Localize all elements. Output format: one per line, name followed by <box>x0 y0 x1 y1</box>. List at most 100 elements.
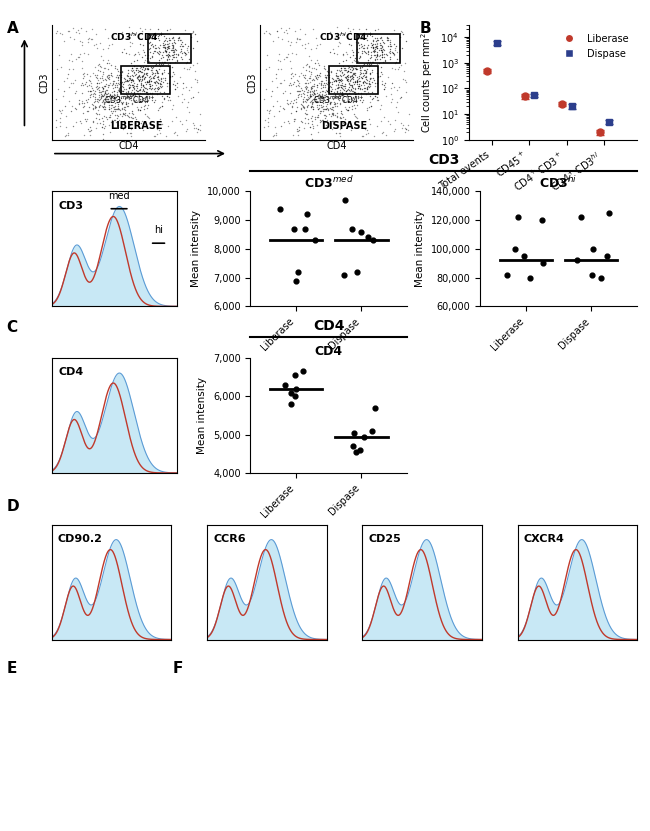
Point <box>163 41 174 54</box>
Point <box>366 71 376 85</box>
Point <box>365 79 375 92</box>
Point <box>140 85 151 98</box>
Point <box>156 71 166 84</box>
Point <box>103 93 113 106</box>
Point <box>101 87 112 101</box>
Point <box>81 112 92 125</box>
Point <box>338 116 348 130</box>
Point <box>292 101 302 114</box>
Point <box>71 102 81 116</box>
Point <box>385 96 396 109</box>
Point <box>355 93 365 106</box>
Point <box>169 35 179 48</box>
Point <box>139 102 150 116</box>
Point <box>165 50 176 63</box>
Point <box>362 34 372 47</box>
Point <box>153 82 164 96</box>
Point <box>92 116 102 130</box>
Point <box>366 41 376 54</box>
Point <box>100 101 110 114</box>
Point <box>105 109 115 122</box>
Point <box>301 58 311 71</box>
Point <box>181 57 191 70</box>
Point <box>126 73 136 86</box>
Point <box>355 51 365 64</box>
Point <box>97 95 107 108</box>
Point <box>283 47 294 61</box>
Point <box>376 50 387 63</box>
Point <box>346 43 357 57</box>
Point <box>375 102 385 116</box>
Point <box>107 77 118 91</box>
Point <box>396 26 407 39</box>
Point <box>145 86 155 100</box>
Point <box>309 84 319 97</box>
Point <box>135 59 146 72</box>
Point <box>294 79 304 92</box>
Point <box>173 31 183 44</box>
Point <box>171 111 181 124</box>
Point <box>348 96 358 109</box>
Point <box>343 72 354 86</box>
Point <box>116 68 126 81</box>
Point <box>97 71 107 84</box>
Point <box>140 85 151 98</box>
Point <box>350 90 360 103</box>
Point <box>357 30 367 43</box>
Point <box>359 28 369 42</box>
Point <box>333 78 343 91</box>
Point <box>139 22 150 36</box>
Point <box>296 102 306 116</box>
Point <box>333 91 344 105</box>
Point <box>59 100 70 113</box>
Point <box>164 40 174 53</box>
Point <box>354 75 364 88</box>
Point <box>112 96 122 109</box>
Point <box>353 36 363 49</box>
Point <box>344 70 355 83</box>
Point <box>133 71 143 84</box>
Point <box>356 86 366 100</box>
Point <box>53 82 63 96</box>
Point <box>335 97 346 111</box>
Point <box>296 81 306 94</box>
Point <box>154 45 164 58</box>
Point <box>96 85 107 98</box>
Point <box>313 88 324 101</box>
Point <box>364 58 374 71</box>
Point <box>158 46 168 59</box>
Point <box>192 125 202 139</box>
Point <box>298 94 308 107</box>
Point <box>139 66 150 80</box>
Point <box>103 90 114 103</box>
Text: DISPASE: DISPASE <box>322 120 367 130</box>
Point <box>107 104 118 117</box>
Point <box>92 71 102 85</box>
Point <box>101 92 112 106</box>
Point <box>55 60 66 73</box>
Point <box>157 71 168 85</box>
Point <box>294 32 304 46</box>
Point <box>300 222 310 235</box>
Point <box>330 126 341 140</box>
Point <box>347 85 358 98</box>
Point <box>169 74 179 87</box>
Point <box>291 92 301 106</box>
Point <box>164 37 174 50</box>
Point <box>107 76 118 90</box>
Point <box>317 100 328 113</box>
Point <box>306 111 316 125</box>
Point <box>90 101 101 114</box>
Point <box>367 39 378 52</box>
Point <box>334 76 345 89</box>
Point <box>120 89 130 102</box>
Point <box>372 90 382 103</box>
Point <box>320 71 330 84</box>
Point <box>75 34 85 47</box>
Point <box>332 99 342 112</box>
Point <box>348 91 358 105</box>
Point <box>156 52 166 65</box>
Point <box>309 234 320 247</box>
Point <box>341 71 351 85</box>
Point <box>348 46 358 59</box>
